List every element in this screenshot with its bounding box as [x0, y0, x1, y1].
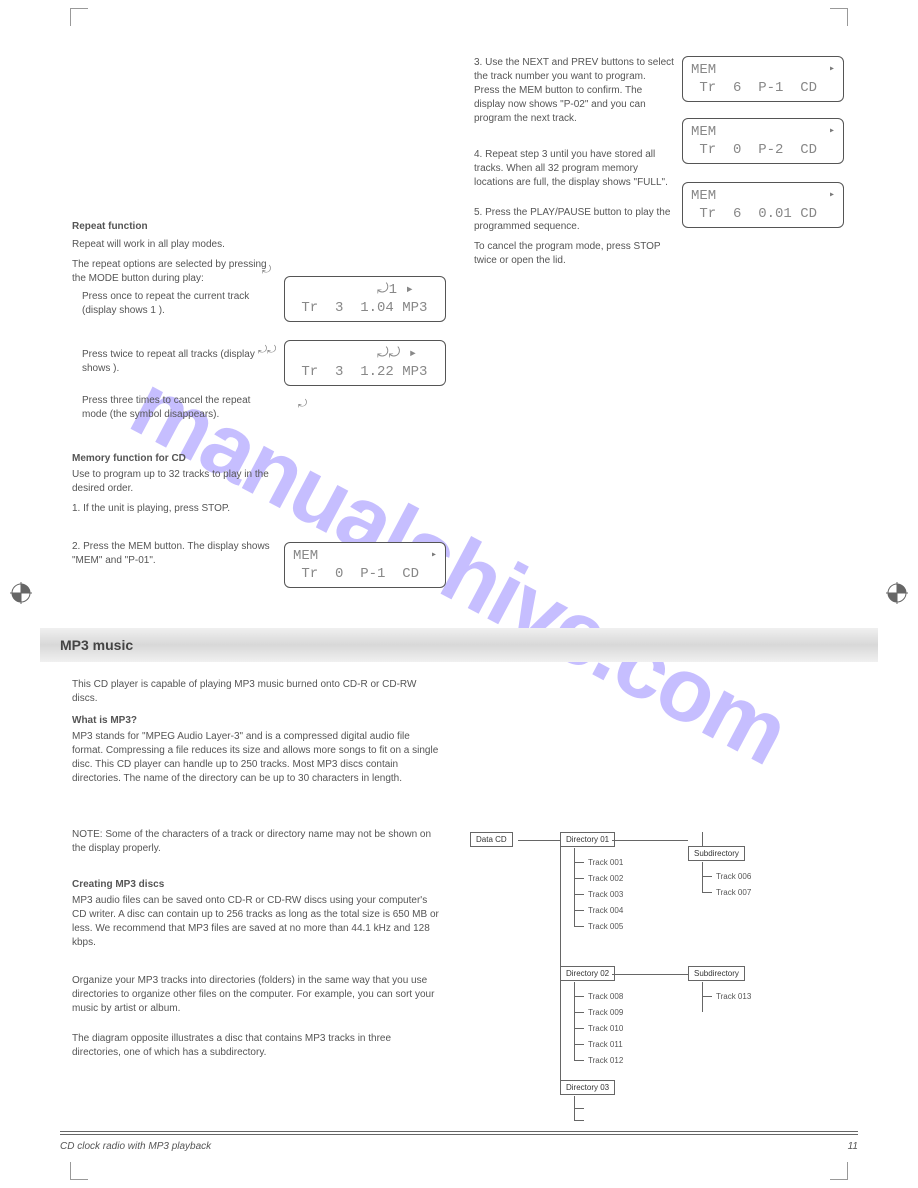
- section-heading: What is MP3?: [72, 714, 442, 728]
- lcd-line: Tr 3 1.22 MP3: [293, 363, 437, 381]
- crop-mark: [70, 8, 88, 26]
- paragraph: To cancel the program mode, press STOP t…: [474, 240, 674, 268]
- crop-mark: [70, 1162, 88, 1180]
- footer-title: CD clock radio with MP3 playback: [60, 1141, 211, 1152]
- paragraph: Repeat will work in all play modes.: [72, 238, 272, 252]
- list-item: Press twice to repeat all tracks (displa…: [82, 348, 272, 376]
- lcd-line: Tr 6 P-1 CD: [691, 79, 835, 97]
- list-item: 3. Use the NEXT and PREV buttons to sele…: [474, 56, 674, 126]
- registration-mark: [886, 582, 908, 604]
- lcd-line: MEM: [691, 61, 835, 79]
- diagram-label: Track 011: [588, 1040, 623, 1049]
- diagram-label: Track 009: [588, 1008, 623, 1017]
- diagram-node: Subdirectory: [688, 966, 745, 981]
- lcd-display: MEM ▸ Tr 0 P-1 CD: [284, 542, 446, 588]
- paragraph: Use to program up to 32 tracks to play i…: [72, 468, 272, 496]
- paragraph: The repeat options are selected by press…: [72, 258, 272, 286]
- diagram-label: Track 003: [588, 890, 623, 899]
- page-footer: CD clock radio with MP3 playback 11: [60, 1131, 858, 1152]
- lcd-line: MEM: [691, 123, 835, 141]
- diagram-line: [612, 840, 688, 841]
- paragraph: MP3 audio files can be saved onto CD-R o…: [72, 894, 442, 950]
- list-item: 1. If the unit is playing, press STOP.: [72, 502, 272, 516]
- diagram-line: [518, 840, 560, 841]
- diagram-label: Track 002: [588, 874, 623, 883]
- list-item: 4. Repeat step 3 until you have stored a…: [474, 148, 674, 190]
- lcd-line: Tr 0 P-1 CD: [293, 565, 437, 583]
- play-icon: ▸: [829, 63, 835, 76]
- diagram-label: Track 004: [588, 906, 623, 915]
- diagram-node: Directory 01: [560, 832, 615, 847]
- play-icon: ▸: [431, 549, 437, 562]
- diagram-node: Directory 03: [560, 1080, 615, 1095]
- lcd-line: MEM: [293, 547, 437, 565]
- lcd-display: MEM ▸ Tr 6 P-1 CD: [682, 56, 844, 102]
- crop-mark: [830, 8, 848, 26]
- diagram-line: [574, 848, 575, 926]
- repeat-icon: ⤾: [298, 398, 307, 411]
- note: NOTE: Some of the characters of a track …: [72, 828, 442, 856]
- section-heading: Creating MP3 discs: [72, 878, 442, 892]
- lcd-display: ⤾⤾ ▸ Tr 3 1.22 MP3: [284, 340, 446, 386]
- lcd-line: Tr 0 P-2 CD: [691, 141, 835, 159]
- play-icon: ▸: [829, 189, 835, 202]
- paragraph: MP3 stands for "MPEG Audio Layer-3" and …: [72, 730, 442, 786]
- diagram-label: Track 007: [716, 888, 751, 897]
- lcd-display: ⤾1 ▸ Tr 3 1.04 MP3: [284, 276, 446, 322]
- diagram-label: Track 006: [716, 872, 751, 881]
- diagram-node: Directory 02: [560, 966, 615, 981]
- lcd-display: MEM ▸ Tr 6 0.01 CD: [682, 182, 844, 228]
- lcd-line: ⤾⤾ ▸: [293, 345, 437, 363]
- diagram-label: Track 012: [588, 1056, 623, 1065]
- lcd-line: Tr 6 0.01 CD: [691, 205, 835, 223]
- diagram-label: Track 013: [716, 992, 751, 1001]
- diagram-label: Track 010: [588, 1024, 623, 1033]
- lcd-display: MEM ▸ Tr 0 P-2 CD: [682, 118, 844, 164]
- list-item: 2. Press the MEM button. The display sho…: [72, 540, 272, 568]
- diagram-node: Subdirectory: [688, 846, 745, 861]
- registration-mark: [10, 582, 32, 604]
- banner-title: MP3 music: [60, 637, 133, 653]
- list-item: 5. Press the PLAY/PAUSE button to play t…: [474, 206, 674, 234]
- lcd-line: ⤾1 ▸: [293, 281, 437, 299]
- directory-diagram: Data CD Directory 01 Subdirectory Track …: [470, 818, 810, 1128]
- paragraph: This CD player is capable of playing MP3…: [72, 678, 442, 706]
- list-item: Press three times to cancel the repeat m…: [82, 394, 272, 422]
- diagram-label: Track 001: [588, 858, 623, 867]
- lcd-line: Tr 3 1.04 MP3: [293, 299, 437, 317]
- diagram-line: [560, 840, 561, 1088]
- section-heading: Memory function for CD: [72, 452, 272, 466]
- diagram-node: Data CD: [470, 832, 513, 847]
- diagram-label: Track 008: [588, 992, 623, 1001]
- crop-mark: [830, 1162, 848, 1180]
- play-icon: ▸: [829, 125, 835, 138]
- section-banner: MP3 music: [40, 628, 878, 662]
- paragraph: Organize your MP3 tracks into directorie…: [72, 974, 442, 1016]
- list-item: Press once to repeat the current track (…: [82, 290, 272, 318]
- diagram-label: Track 005: [588, 922, 623, 931]
- page-number: 11: [848, 1141, 858, 1152]
- section-heading: Repeat function: [72, 220, 272, 234]
- paragraph: The diagram opposite illustrates a disc …: [72, 1032, 442, 1060]
- lcd-line: MEM: [691, 187, 835, 205]
